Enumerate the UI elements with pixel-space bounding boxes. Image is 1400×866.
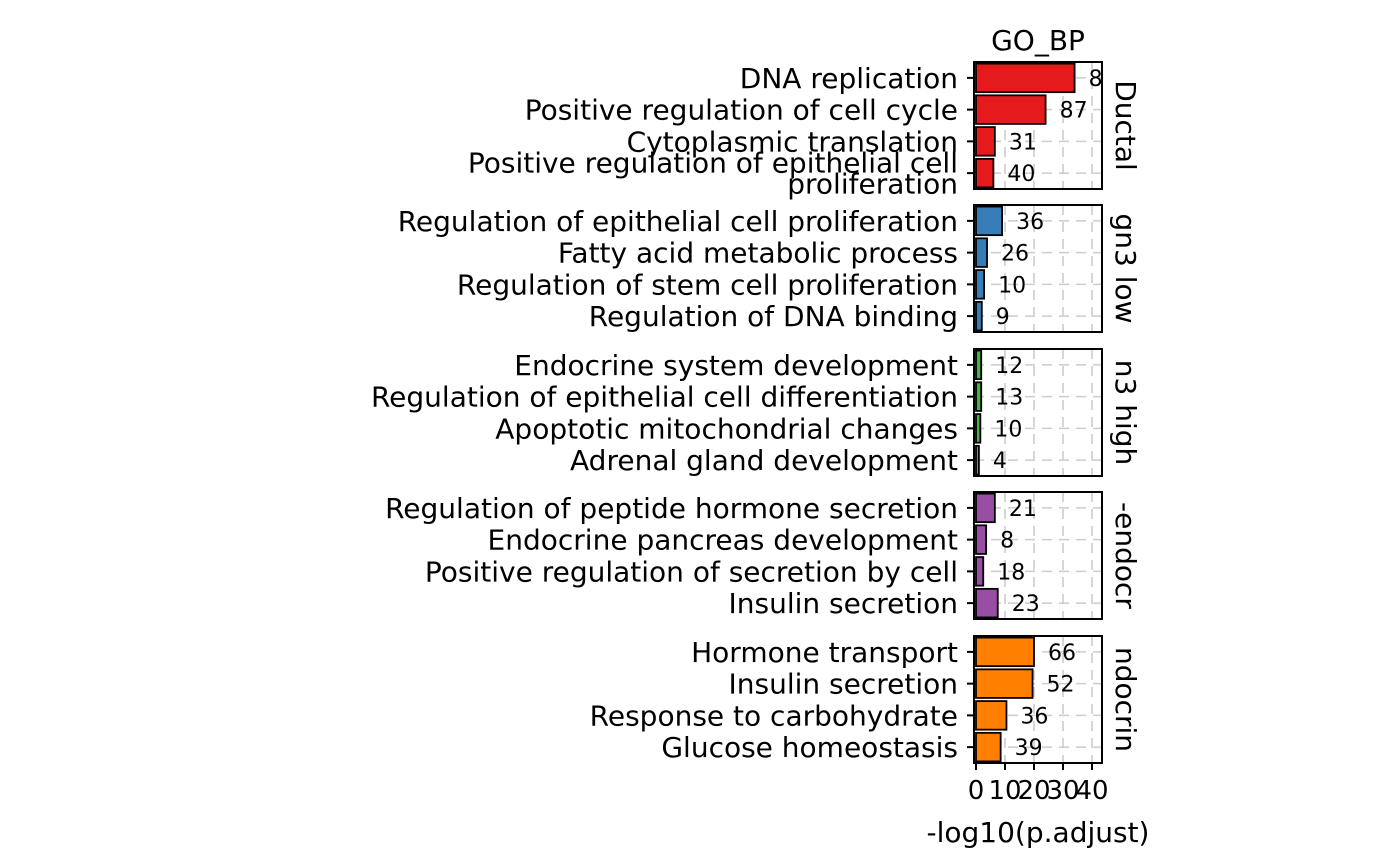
bar bbox=[975, 237, 988, 268]
panel-border bbox=[973, 491, 1103, 620]
bar-count-label: 10 bbox=[998, 273, 1026, 298]
category-label: Cytoplasmic translation bbox=[627, 125, 958, 158]
bar bbox=[975, 413, 982, 444]
x-axis-title: -log10(p.adjust) bbox=[927, 816, 1150, 849]
bar bbox=[975, 269, 986, 300]
bar bbox=[975, 444, 980, 476]
bar-count-label: 39 bbox=[1015, 736, 1043, 761]
category-label: proliferation bbox=[787, 168, 958, 201]
bar-count-label: 36 bbox=[1020, 704, 1048, 729]
facet-panel: 21 8 18 23 Regulation of peptide hormone sec… bbox=[385, 491, 1142, 620]
panel-plot-area: 36 26 10 9 bbox=[974, 205, 1102, 332]
x-tick-label: 30 bbox=[1046, 776, 1079, 806]
category-label: Regulation of peptide hormone secretion bbox=[385, 492, 958, 525]
bar-count-label: 4 bbox=[993, 449, 1007, 474]
category-label: Regulation of epithelial cell proliferat… bbox=[398, 205, 958, 238]
bar bbox=[975, 700, 1008, 731]
panel-border bbox=[973, 348, 1103, 477]
category-label: Adrenal gland development bbox=[570, 444, 958, 477]
bar-count-label: 36 bbox=[1016, 210, 1044, 235]
category-label: Positive regulation of cell cycle bbox=[525, 94, 958, 127]
bar bbox=[975, 126, 996, 157]
bar bbox=[975, 668, 1034, 699]
panel-plot-area: 12 13 10 4 bbox=[974, 349, 1102, 476]
panel-plot-area: 66 52 36 39 bbox=[974, 636, 1102, 763]
bar bbox=[975, 492, 996, 524]
bar bbox=[975, 636, 1035, 668]
category-label: Regulation of DNA binding bbox=[589, 300, 958, 333]
bar-count-label: 9 bbox=[996, 305, 1010, 330]
category-label: DNA replication bbox=[740, 62, 958, 95]
category-label: Positive regulation of epithelial cell bbox=[468, 147, 958, 180]
panel-border bbox=[973, 61, 1103, 190]
facet-panel: 12 13 10 4 Endocrine system developmentRegul… bbox=[371, 348, 1142, 477]
facet-strip-label: n3 high bbox=[1109, 360, 1142, 466]
bar bbox=[975, 205, 1004, 237]
bar bbox=[975, 94, 1047, 125]
bar-count-label: 31 bbox=[1009, 130, 1037, 155]
bar-count-label: 21 bbox=[1009, 497, 1037, 522]
category-label: Positive regulation of secretion by cell bbox=[425, 555, 958, 588]
category-label: Fatty acid metabolic process bbox=[558, 237, 958, 270]
bar bbox=[975, 731, 1002, 763]
bar bbox=[975, 349, 983, 381]
category-label: Insulin secretion bbox=[728, 587, 958, 620]
bar-count-label: 8 bbox=[1089, 67, 1103, 92]
bar bbox=[975, 524, 988, 555]
bar-count-label: 87 bbox=[1060, 99, 1088, 124]
bar-count-label: 40 bbox=[1007, 162, 1035, 187]
facet-strip-label: ndocrin bbox=[1109, 647, 1142, 752]
category-label: Endocrine system development bbox=[514, 349, 958, 382]
bar bbox=[975, 381, 983, 412]
x-tick-label: 0 bbox=[968, 776, 985, 806]
category-label: Endocrine pancreas development bbox=[488, 524, 958, 557]
bar-count-label: 26 bbox=[1001, 242, 1029, 267]
category-label: Response to carbohydrate bbox=[590, 699, 958, 732]
bar-count-label: 66 bbox=[1048, 641, 1076, 666]
bar-count-label: 23 bbox=[1012, 592, 1040, 617]
bar-count-label: 12 bbox=[995, 354, 1023, 379]
bar-count-label: 18 bbox=[997, 560, 1025, 585]
facet-panel: 36 26 10 9 Regulation of epithelial cell pro… bbox=[398, 204, 1142, 333]
category-label: Hormone transport bbox=[691, 636, 958, 669]
bar-count-label: 52 bbox=[1047, 673, 1075, 698]
panel-border bbox=[973, 635, 1103, 764]
x-tick-label: 10 bbox=[988, 776, 1021, 806]
bar-count-label: 13 bbox=[995, 386, 1023, 411]
bar bbox=[975, 556, 985, 587]
panel-border bbox=[973, 204, 1103, 333]
bar bbox=[975, 157, 995, 189]
x-tick-label: 20 bbox=[1017, 776, 1050, 806]
bar bbox=[975, 62, 1076, 94]
category-label: Apoptotic mitochondrial changes bbox=[495, 412, 958, 445]
facet-strip-label: -endocr bbox=[1109, 502, 1142, 609]
panel-plot-area: 21 8 18 23 bbox=[974, 492, 1102, 619]
bar-count-label: 10 bbox=[994, 417, 1022, 442]
facet-strip-label: Ductal bbox=[1109, 80, 1142, 171]
category-label: Glucose homeostasis bbox=[661, 731, 958, 764]
category-label: Regulation of stem cell proliferation bbox=[457, 268, 958, 301]
bar-count-label: 8 bbox=[1000, 529, 1014, 554]
category-label: Regulation of epithelial cell differenti… bbox=[371, 381, 958, 414]
facet-strip-label: gn3 low bbox=[1109, 213, 1142, 323]
chart-title: GO_BP bbox=[991, 24, 1085, 57]
bar bbox=[975, 587, 999, 619]
category-label: Insulin secretion bbox=[728, 668, 958, 701]
bar bbox=[975, 300, 983, 332]
x-tick-label: 40 bbox=[1075, 776, 1108, 806]
panel-plot-area: 887 31 40 bbox=[974, 62, 1103, 189]
